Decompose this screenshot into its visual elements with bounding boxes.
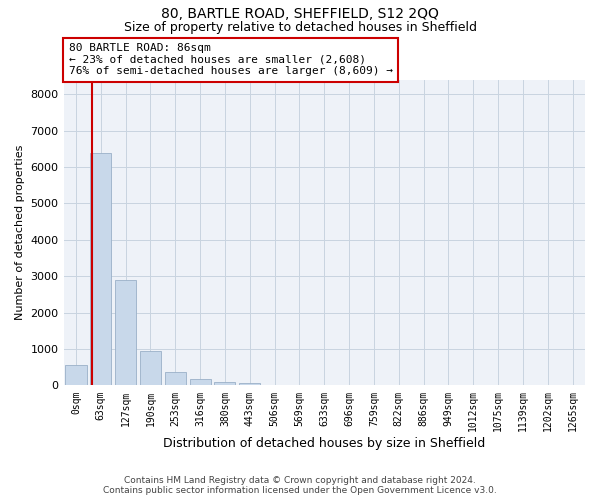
Bar	[140, 351, 161, 386]
Text: Contains HM Land Registry data © Crown copyright and database right 2024.
Contai: Contains HM Land Registry data © Crown c…	[103, 476, 497, 495]
X-axis label: Distribution of detached houses by size in Sheffield: Distribution of detached houses by size …	[163, 437, 485, 450]
Bar	[239, 382, 260, 386]
Bar	[65, 366, 86, 386]
Bar	[190, 380, 211, 386]
Bar	[165, 372, 186, 386]
Text: Size of property relative to detached houses in Sheffield: Size of property relative to detached ho…	[124, 21, 476, 34]
Bar	[115, 280, 136, 386]
Text: 80, BARTLE ROAD, SHEFFIELD, S12 2QQ: 80, BARTLE ROAD, SHEFFIELD, S12 2QQ	[161, 8, 439, 22]
Text: 80 BARTLE ROAD: 86sqm
← 23% of detached houses are smaller (2,608)
76% of semi-d: 80 BARTLE ROAD: 86sqm ← 23% of detached …	[69, 44, 393, 76]
Y-axis label: Number of detached properties: Number of detached properties	[15, 145, 25, 320]
Bar	[214, 382, 235, 386]
Bar	[90, 153, 112, 386]
